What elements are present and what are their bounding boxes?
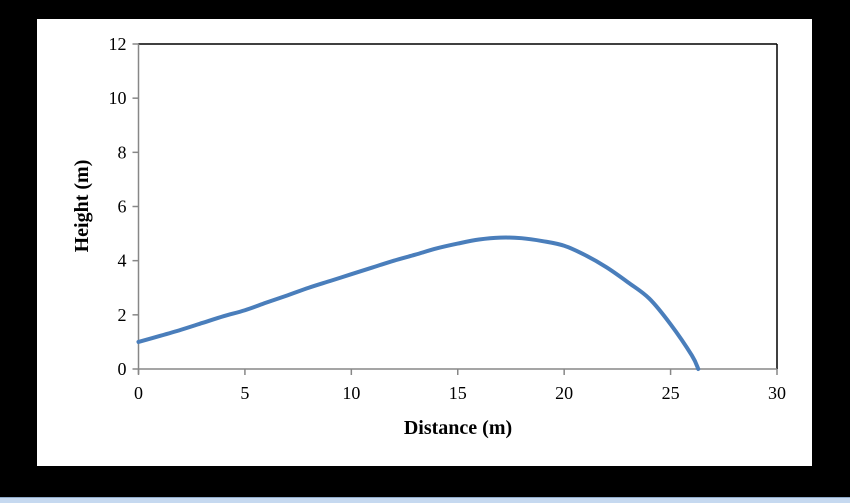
chart-panel: [37, 19, 812, 466]
y-tick-label: 4: [118, 251, 127, 271]
x-tick-label: 10: [342, 383, 360, 403]
y-tick-label: 10: [109, 88, 127, 108]
y-tick-label: 2: [118, 305, 127, 325]
x-tick-label: 0: [134, 383, 143, 403]
y-tick-label: 0: [118, 359, 127, 379]
trajectory-line: [136, 235, 701, 371]
x-tick-label: 20: [555, 383, 573, 403]
y-tick-label: 6: [118, 197, 127, 217]
x-axis: 0 5 10 15 20 25 30: [134, 368, 786, 403]
y-tick-label: 12: [109, 34, 127, 54]
y-axis-title: Height (m): [71, 160, 93, 253]
series-trajectory: [136, 235, 701, 371]
x-tick-label: 30: [768, 383, 786, 403]
bottom-strip: [0, 497, 850, 503]
x-tick-label: 25: [662, 383, 680, 403]
y-axis: 0 2 4 6 8 10 12: [109, 34, 140, 379]
x-tick-label: 15: [449, 383, 467, 403]
x-axis-title: Distance (m): [404, 417, 512, 439]
y-tick-label: 8: [118, 142, 127, 162]
x-tick-label: 5: [240, 383, 249, 403]
plot-frame: [138, 43, 778, 369]
